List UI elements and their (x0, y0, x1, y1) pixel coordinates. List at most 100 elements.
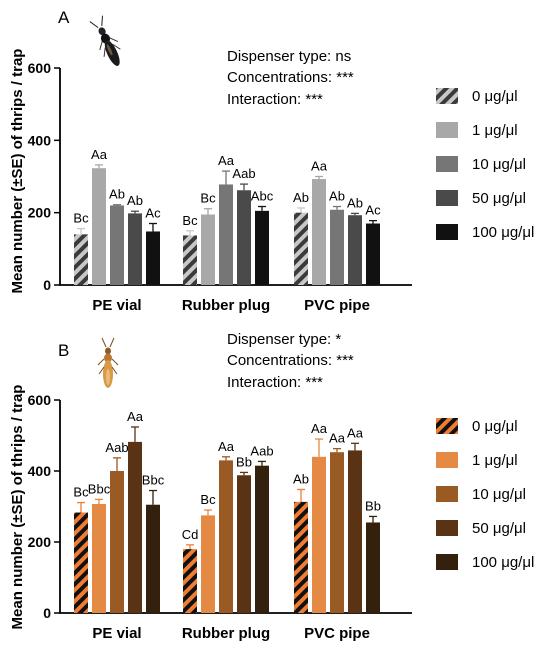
x-tick-label: PVC pipe (304, 625, 370, 642)
y-tick-label: 0 (43, 605, 51, 621)
bar (312, 179, 326, 285)
data-label: Aa (347, 425, 364, 440)
data-label: Aa (329, 431, 346, 446)
bar (201, 515, 215, 613)
bar (255, 210, 269, 285)
x-tick-label: Rubber plug (182, 625, 270, 642)
legend-swatch (436, 418, 458, 434)
bar (74, 512, 88, 613)
panel-a: A Dispenser type: ns Concentrations: ***… (9, 8, 534, 314)
data-label: Ab (293, 471, 309, 486)
panel-b-stat-interaction: Interaction: *** (227, 374, 323, 391)
data-label: Ac (145, 206, 161, 221)
data-label: Ab (329, 189, 345, 204)
legend-label: 50 μg/μl (472, 190, 526, 207)
bar (312, 456, 326, 613)
bar (348, 215, 362, 285)
legend-swatch (436, 156, 458, 172)
y-tick-label: 200 (28, 205, 52, 221)
panel-a-stat-dispenser: Dispenser type: ns (227, 48, 351, 65)
bar (74, 234, 88, 285)
data-label: Bc (182, 213, 198, 228)
data-label: Aab (105, 440, 128, 455)
legend-label: 100 μg/μl (472, 224, 534, 241)
legend-swatch (436, 554, 458, 570)
legend-swatch (436, 520, 458, 536)
data-label: Abc (251, 189, 274, 204)
y-tick-label: 0 (43, 277, 51, 293)
bar (183, 549, 197, 613)
data-label: Aa (218, 153, 235, 168)
y-axis-title: Mean number (±SE) of thrips / trap (9, 49, 26, 294)
bar (255, 465, 269, 613)
x-tick-label: Rubber plug (182, 297, 270, 314)
data-label: Bbc (142, 473, 165, 488)
bar (294, 212, 308, 285)
legend-label: 1 μg/μl (472, 122, 518, 139)
data-label: Aa (311, 159, 328, 174)
data-label: Aa (91, 147, 108, 162)
y-tick-label: 200 (28, 534, 52, 550)
y-tick-label: 400 (28, 132, 52, 148)
panel-a-label: A (58, 8, 70, 27)
data-label: Bbc (88, 481, 111, 496)
bar (92, 168, 106, 285)
legend: 0 μg/μl 1 μg/μl 10 μg/μl 50 μg/μl 100 μg/μl (436, 88, 534, 241)
legend-swatch (436, 486, 458, 502)
x-tick-label: PE vial (92, 297, 141, 314)
bar (366, 223, 380, 285)
panel-b-label: B (58, 341, 69, 360)
data-label: Bc (200, 492, 216, 507)
bar (237, 190, 251, 285)
panel-b-stat-concentrations: Concentrations: *** (227, 352, 354, 369)
bar (219, 184, 233, 285)
data-label: Bc (73, 211, 89, 226)
legend-swatch (436, 452, 458, 468)
x-tick-label: PVC pipe (304, 297, 370, 314)
legend-label: 10 μg/μl (472, 156, 526, 173)
data-label: Ab (109, 187, 125, 202)
data-label: Aa (127, 409, 144, 424)
y-tick-label: 600 (28, 60, 52, 76)
data-label: Ab (127, 193, 143, 208)
panel-a-stat-concentrations: Concentrations: *** (227, 69, 354, 86)
legend-label: 1 μg/μl (472, 452, 518, 469)
legend-label: 10 μg/μl (472, 486, 526, 503)
legend-swatch (436, 88, 458, 104)
legend-label: 100 μg/μl (472, 554, 534, 571)
data-label: Aab (232, 166, 255, 181)
y-tick-label: 400 (28, 463, 52, 479)
panel-a-stat-interaction: Interaction: *** (227, 91, 323, 108)
bar (110, 205, 124, 285)
bar (146, 504, 160, 613)
dark-thrips-icon (89, 15, 121, 66)
bar (183, 235, 197, 285)
bar (92, 504, 106, 613)
data-label: Bb (236, 454, 252, 469)
data-label: Aa (311, 421, 328, 436)
bar (294, 501, 308, 613)
data-label: Ab (347, 195, 363, 210)
legend-swatch (436, 122, 458, 138)
bar (146, 231, 160, 285)
data-label: Bb (365, 498, 381, 513)
y-tick-label: 600 (28, 392, 52, 408)
data-label: Bc (200, 191, 216, 206)
bar (128, 441, 142, 613)
bar (348, 450, 362, 613)
bar (330, 209, 344, 285)
panel-b: B Dispenser type: * Concentrations: *** … (9, 331, 534, 642)
bar (219, 460, 233, 613)
bar (366, 522, 380, 613)
bar (237, 475, 251, 613)
bar (201, 214, 215, 285)
bar (128, 213, 142, 285)
legend-label: 50 μg/μl (472, 520, 526, 537)
y-axis-title: Mean number (±SE) of thrips / trap (9, 385, 26, 630)
bar (110, 471, 124, 613)
legend-swatch (436, 190, 458, 206)
data-label: Cd (182, 527, 199, 542)
bar (330, 452, 344, 613)
